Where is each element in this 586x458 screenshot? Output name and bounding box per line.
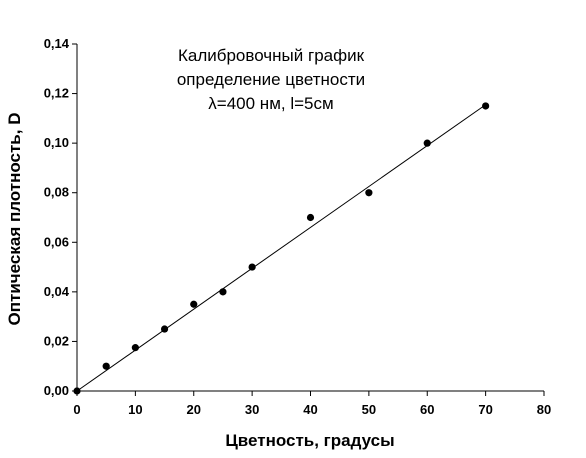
y-tick-label: 0,06 bbox=[44, 234, 69, 249]
y-axis-title: Оптическая плотность, D bbox=[5, 113, 24, 326]
x-tick-label: 70 bbox=[478, 402, 492, 417]
data-point bbox=[190, 300, 198, 308]
trendline bbox=[76, 104, 486, 392]
y-tick-label: 0,00 bbox=[44, 383, 69, 398]
data-point bbox=[160, 325, 169, 333]
chart-title-line-2: определение цветности bbox=[177, 70, 365, 89]
x-tick-label: 80 bbox=[537, 402, 551, 417]
data-point bbox=[306, 213, 315, 222]
x-tick-label: 10 bbox=[128, 402, 142, 417]
x-tick-label: 0 bbox=[73, 402, 80, 417]
data-point bbox=[73, 387, 81, 395]
y-tick-label: 0,04 bbox=[44, 284, 70, 299]
data-point bbox=[219, 288, 227, 296]
y-axis: 0,00 0,02 0,04 0,06 0,08 0,10 0,12 0,14 bbox=[44, 36, 78, 398]
x-tick-label: 50 bbox=[362, 402, 376, 417]
data-point bbox=[482, 102, 490, 110]
data-point bbox=[365, 189, 373, 197]
y-tick-label: 0,10 bbox=[44, 135, 69, 150]
data-point bbox=[102, 362, 110, 370]
y-tick-label: 0,02 bbox=[44, 333, 69, 348]
trendline-group bbox=[76, 104, 486, 392]
x-tick-label: 60 bbox=[420, 402, 434, 417]
y-tick-label: 0,12 bbox=[44, 86, 69, 101]
chart-title-line-3: λ=400 нм, l=5см bbox=[208, 94, 333, 113]
data-point bbox=[131, 344, 139, 352]
data-point bbox=[423, 139, 431, 147]
x-tick-label: 30 bbox=[245, 402, 259, 417]
x-tick-label: 40 bbox=[303, 402, 317, 417]
data-point bbox=[248, 263, 256, 271]
y-tick-label: 0,08 bbox=[44, 185, 69, 200]
data-points bbox=[73, 102, 490, 395]
y-tick-label: 0,14 bbox=[44, 36, 70, 51]
chart-title-line-1: Калибровочный график bbox=[178, 46, 365, 65]
x-axis: 0 10 20 30 40 50 60 70 80 bbox=[73, 390, 551, 417]
x-tick-label: 20 bbox=[187, 402, 201, 417]
x-axis-title: Цветность, градусы bbox=[225, 431, 394, 450]
